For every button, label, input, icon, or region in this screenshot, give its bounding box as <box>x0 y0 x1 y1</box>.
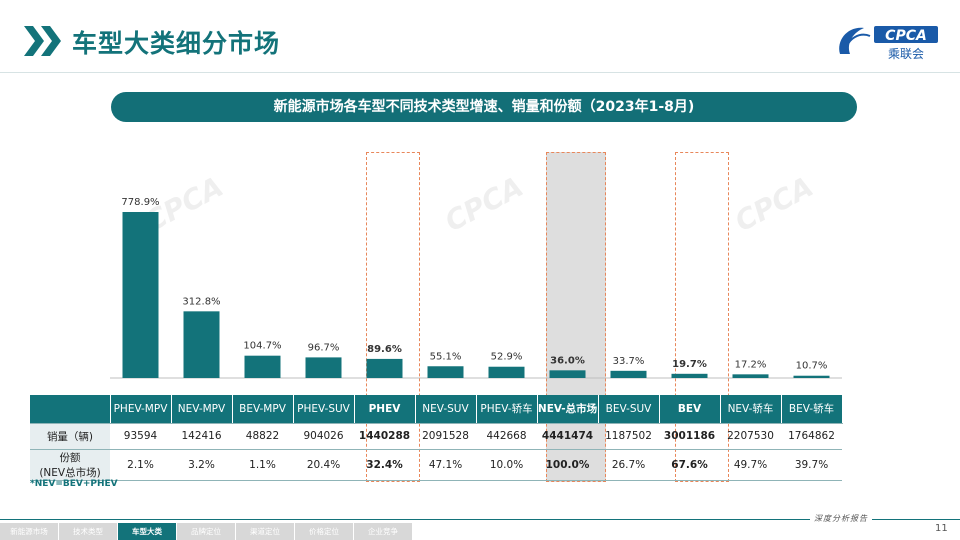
table-header-cell: NEV-SUV <box>415 395 477 424</box>
bar-value-label: 33.7% <box>613 356 645 367</box>
bar <box>427 366 464 378</box>
table-cell-sales: 48822 <box>232 423 293 450</box>
table-cell-sales: 1440288 <box>354 423 415 450</box>
bar <box>549 370 586 378</box>
table-cell-share: 67.6% <box>659 449 720 481</box>
table-cell-sales: 1187502 <box>598 423 659 450</box>
table-cell-sales: 142416 <box>171 423 232 450</box>
table-header-cell: BEV <box>659 395 721 424</box>
row-label-sales: 销量（辆) <box>30 423 110 450</box>
bar-value-label: 36.0% <box>550 355 585 366</box>
table-cell-sales: 3001186 <box>659 423 720 450</box>
bar-value-label: 19.7% <box>672 359 707 370</box>
table-cell-share: 39.7% <box>781 449 842 481</box>
nav-tab[interactable]: 品牌定位 <box>177 523 235 540</box>
bar <box>793 375 830 378</box>
table-cell-sales: 4441474 <box>537 423 598 450</box>
bar <box>610 370 647 378</box>
bar-value-label: 312.8% <box>182 296 220 307</box>
table-header-cell: NEV-轿车 <box>720 395 782 424</box>
table-cell-share: 26.7% <box>598 449 659 481</box>
bar-value-label: 10.7% <box>796 361 828 372</box>
highlight-box-bev <box>675 152 729 482</box>
table-cell-share: 2.1% <box>110 449 171 481</box>
bar-value-label: 89.6% <box>367 344 402 355</box>
row-label-share: 份额 (NEV总市场) <box>30 449 110 481</box>
section-nav: 新能源市场 技术类型 车型大类 品牌定位 渠道定位 价格定位 企业竞争 <box>0 523 413 540</box>
row-label-share-line1: 份额 <box>59 451 81 464</box>
sales-share-table: PHEV-MPV NEV-MPV BEV-MPV PHEV-SUV PHEV NEV-SU… <box>30 395 843 481</box>
table-header-cell: BEV-轿车 <box>781 395 843 424</box>
nav-tab[interactable]: 价格定位 <box>295 523 353 540</box>
nav-tab[interactable]: 新能源市场 <box>0 523 58 540</box>
nav-tab[interactable]: 车型大类 <box>118 523 176 540</box>
bar-value-label: 104.7% <box>243 341 281 352</box>
table-header-cell: BEV-SUV <box>598 395 660 424</box>
table-header-cell: PHEV-轿车 <box>476 395 538 424</box>
bar <box>305 357 342 378</box>
logo-subtext: 乘联会 <box>888 47 924 61</box>
table-corner-cell <box>30 395 111 424</box>
bar <box>488 366 525 378</box>
row-label-share-line2: (NEV总市场) <box>39 466 101 479</box>
header: 车型大类细分市场 CPCA 乘联会 <box>0 0 960 74</box>
table-header-cell: PHEV-SUV <box>293 395 355 424</box>
bar-value-label: 96.7% <box>308 342 340 353</box>
watermark-logo: CPCA <box>730 170 819 238</box>
table-cell-sales: 2207530 <box>720 423 781 450</box>
table-cell-share: 1.1% <box>232 449 293 481</box>
nav-tab[interactable]: 企业竞争 <box>354 523 412 540</box>
bar-value-label: 17.2% <box>735 359 767 370</box>
table-header-cell: BEV-MPV <box>232 395 294 424</box>
table-row-share: 份额 (NEV总市场) 2.1% 3.2% 1.1% 20.4% 32.4% 47.1% 1… <box>30 449 842 481</box>
logo-badge-text: CPCA <box>885 28 927 44</box>
table-header-cell: NEV-MPV <box>171 395 233 424</box>
table-cell-share: 47.1% <box>415 449 476 481</box>
table-row-sales: 销量（辆) 93594 142416 48822 904026 1440288 20915… <box>30 423 842 450</box>
bar <box>732 374 769 378</box>
table-cell-share: 10.0% <box>476 449 537 481</box>
table-header-cell: PHEV <box>354 395 416 424</box>
bar <box>671 373 708 378</box>
table-cell-sales: 904026 <box>293 423 354 450</box>
bar-value-label: 52.9% <box>491 352 523 363</box>
footnote: *NEV=BEV+PHEV <box>30 479 118 489</box>
page-title: 车型大类细分市场 <box>72 29 281 58</box>
table-header-cell: NEV-总市场 <box>537 395 599 424</box>
nav-tab[interactable]: 技术类型 <box>59 523 117 540</box>
table-cell-share: 100.0% <box>537 449 598 481</box>
bar <box>183 311 220 378</box>
table-header-cell: PHEV-MPV <box>110 395 172 424</box>
double-chevron-icon <box>24 26 61 56</box>
footer-tagline: 深度分析报告 <box>810 513 872 524</box>
table-cell-share: 32.4% <box>354 449 415 481</box>
table-cell-sales: 442668 <box>476 423 537 450</box>
chart-banner-title: 新能源市场各车型不同技术类型增速、销量和份额（2023年1-8月) <box>111 92 857 122</box>
table-cell-sales: 93594 <box>110 423 171 450</box>
table-cell-sales: 1764862 <box>781 423 842 450</box>
bar <box>244 355 281 378</box>
cpca-logo: CPCA 乘联会 <box>839 26 938 61</box>
nav-tab[interactable]: 渠道定位 <box>236 523 294 540</box>
table-cell-sales: 2091528 <box>415 423 476 450</box>
bar-value-label: 55.1% <box>430 351 462 362</box>
bar <box>366 358 403 378</box>
bar <box>122 212 159 378</box>
watermark-logo: CPCA <box>440 170 529 238</box>
table-cell-share: 20.4% <box>293 449 354 481</box>
highlight-box-phev <box>366 152 420 482</box>
table-header-row: PHEV-MPV NEV-MPV BEV-MPV PHEV-SUV PHEV NEV-SU… <box>30 395 843 424</box>
page-number: 11 <box>935 523 948 534</box>
footer-divider <box>0 519 960 520</box>
bar-value-label: 778.9% <box>121 197 159 208</box>
table-cell-share: 49.7% <box>720 449 781 481</box>
header-divider <box>0 72 960 73</box>
table-cell-share: 3.2% <box>171 449 232 481</box>
